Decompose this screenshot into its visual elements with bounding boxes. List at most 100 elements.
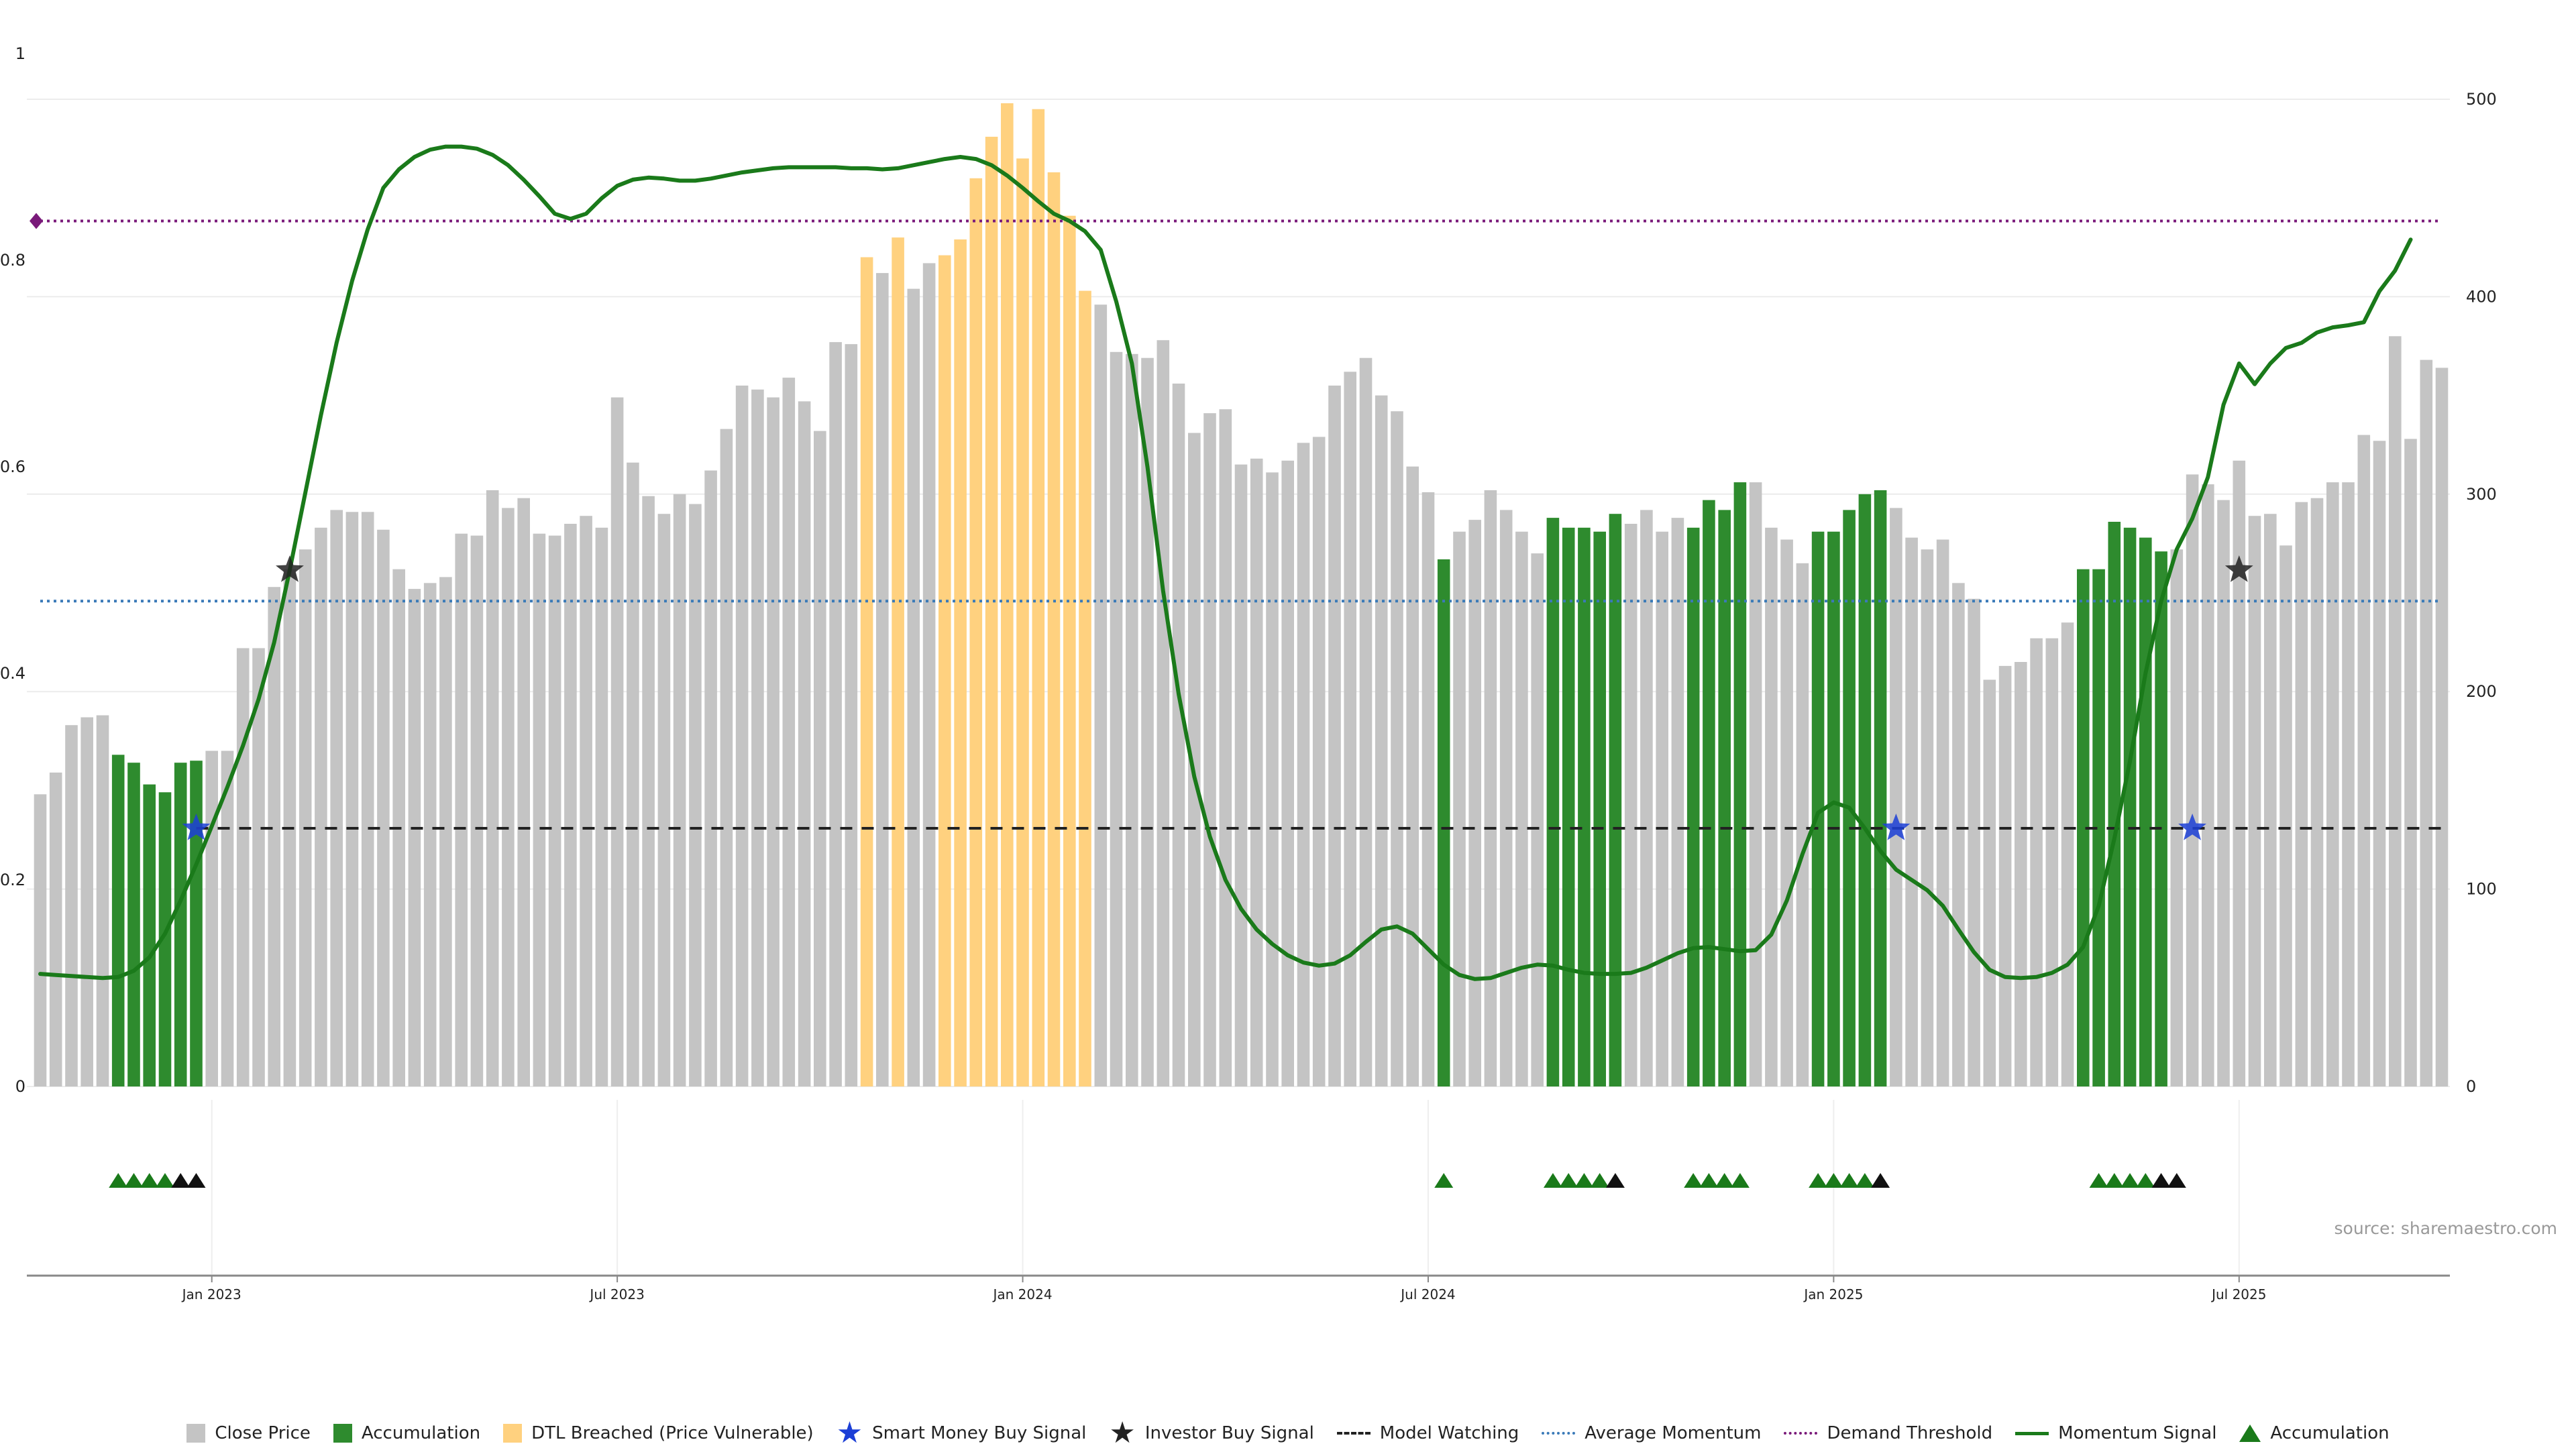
close-price-bar [2264,514,2277,1086]
close-price-bar [704,470,717,1086]
close-price-bar [985,136,998,1086]
right-axis-tick-label: 300 [2466,485,2497,504]
close-price-bar [2342,482,2355,1086]
close-price-bar [1047,172,1061,1086]
demand-threshold-marker [30,213,43,229]
close-price-bar [2123,527,2137,1086]
source-label: source: sharemaestro.com [2334,1219,2558,1238]
legend-label: Investor Buy Signal [1144,1423,1314,1443]
close-price-bar [1578,527,1591,1086]
legend-label: DTL Breached (Price Vulnerable) [531,1423,814,1443]
close-price-bar [1624,524,1638,1086]
close-price-bar [111,755,125,1086]
accumulation-triangle [155,1173,174,1188]
close-price-bar [1094,304,1108,1087]
close-price-bar [1406,466,1419,1086]
investor-buy-star [2224,555,2253,582]
close-price-bar [1811,531,1825,1086]
close-price-bar [65,725,78,1086]
close-price-bar [829,342,842,1087]
momentum-signal-line [38,144,2413,981]
investor-triangle [1605,1173,1625,1188]
close-price-bar [1640,510,1653,1086]
close-price-bar [299,549,312,1086]
close-price-bar [158,792,172,1086]
close-price-bar [1874,490,1887,1086]
close-price-bar [1203,413,1216,1086]
close-price-bar [2045,638,2059,1086]
legend-item: Accumulation [333,1423,480,1443]
left-axis: 0 0.2 0.4 0.6 0.8 1 [0,44,25,1096]
close-price-bar [735,385,749,1086]
close-price-bar [2092,569,2105,1086]
x-axis-tick-label: Jul 2025 [2210,1286,2266,1302]
accumulation-triangle [1543,1173,1562,1188]
close-price-bar [2061,622,2074,1086]
close-price-bar [1126,353,1138,1086]
close-price-bar [595,527,608,1086]
accumulation-triangle [1434,1173,1454,1188]
close-price-bar [1063,215,1076,1087]
smart-money-buy-star [2178,814,2206,840]
close-price-bar [860,257,873,1086]
accumulation-triangle [2121,1173,2140,1188]
close-price-bar [221,750,234,1086]
close-price-bar [2373,441,2386,1086]
close-price-bar [782,378,796,1086]
investor-triangle [1871,1173,1890,1188]
close-price-bar [205,750,218,1086]
close-price-bar [2248,516,2261,1086]
close-price-bar [673,494,686,1086]
accumulation-triangle [2104,1173,2124,1188]
legend-label: Accumulation [361,1423,481,1443]
close-price-bar [1001,103,1014,1086]
momentum-signal-series [38,144,2413,981]
close-price-bar [1032,109,1045,1087]
legend-swatch [333,1424,352,1443]
close-price-bar [143,784,156,1086]
close-price-bar [1890,508,1902,1086]
close-price-bar [1312,437,1326,1086]
accumulation-triangle [2136,1173,2155,1188]
legend-item: Average Momentum [1542,1423,1761,1443]
close-price-bar [345,512,359,1086]
close-price-bar [610,397,624,1086]
legend-item: Close Price [186,1423,311,1443]
close-price-bar [330,510,343,1086]
legend-swatch [186,1424,206,1443]
close-price-bar [1468,520,1481,1086]
right-axis-tick-label: 100 [2466,880,2497,899]
close-price-bar [80,717,93,1086]
close-price-bar [1733,482,1747,1086]
close-price-bar [1391,411,1403,1086]
close-price-bar [1172,383,1185,1086]
legend-label: Model Watching [1379,1423,1519,1443]
accumulation-triangle [1730,1173,1750,1188]
left-axis-tick-label: 0 [15,1077,25,1096]
close-price-bar [2420,359,2433,1086]
legend-label: Momentum Signal [2058,1423,2217,1443]
signal-marker-row [109,1173,2186,1188]
close-price-bar [1858,494,1872,1086]
close-price-bar [1827,531,1840,1086]
close-price-bar [798,401,811,1086]
legend-swatch [1336,1432,1371,1435]
close-price-bar [922,263,936,1086]
close-price-bar [2077,569,2090,1086]
close-price-bar [1359,357,1373,1087]
accumulation-triangle [1684,1173,1703,1188]
legend-item: DTL Breached (Price Vulnerable) [503,1423,814,1443]
legend-swatch [503,1424,523,1443]
close-price-bar [720,429,733,1086]
accumulation-triangle [1715,1173,1734,1188]
close-price-bar [174,763,187,1086]
accumulation-triangle [1839,1173,1859,1188]
close-price-bar [627,462,639,1086]
close-price-bar [1266,472,1279,1086]
x-axis-tick-label: Jan 2023 [181,1286,241,1302]
legend-swatch [1784,1432,1818,1435]
close-price-bar [657,514,671,1086]
close-price-bar [439,577,452,1086]
close-price-bar [1796,563,1809,1086]
close-price-bar [517,498,530,1086]
